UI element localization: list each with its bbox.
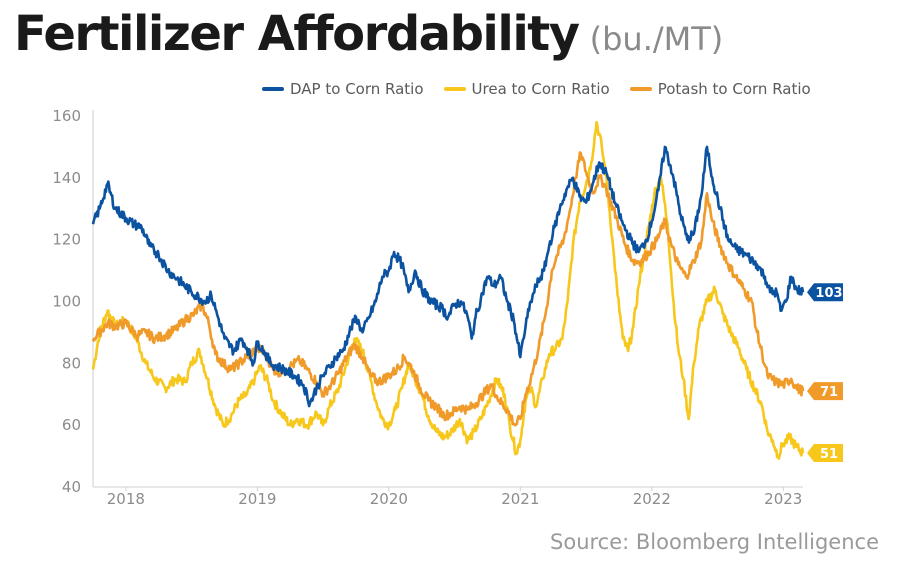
x-tick-label: 2021 [501, 490, 539, 508]
title-row: Fertilizer Affordability (bu./MT) [14, 6, 723, 62]
y-tick-label: 160 [52, 107, 81, 125]
legend-label-urea: Urea to Corn Ratio [471, 80, 610, 98]
y-tick-label: 40 [62, 478, 81, 496]
end-label-urea: 51 [820, 447, 838, 462]
source-note: Source: Bloomberg Intelligence [550, 530, 879, 554]
legend-label-dap: DAP to Corn Ratio [290, 80, 424, 98]
y-tick-label: 100 [52, 293, 81, 311]
chart-title: Fertilizer Affordability [14, 6, 580, 62]
end-label-bg-urea [807, 443, 843, 462]
y-tick-label: 80 [62, 354, 81, 372]
y-tick-label: 120 [52, 231, 81, 249]
y-tick-label: 140 [52, 169, 81, 187]
x-tick-label: 2020 [370, 490, 408, 508]
legend-item-dap: DAP to Corn Ratio [262, 80, 424, 98]
series-line-potash [91, 151, 805, 427]
series-line-urea [91, 120, 805, 460]
end-label-bg-dap [807, 283, 843, 302]
legend-item-urea: Urea to Corn Ratio [443, 80, 610, 98]
legend-swatch-urea [443, 87, 466, 91]
x-tick-label: 2019 [238, 490, 276, 508]
legend-label-potash: Potash to Corn Ratio [657, 80, 811, 98]
legend-swatch-potash [629, 87, 652, 91]
series-line-dap [91, 145, 805, 408]
x-tick-label: 2022 [633, 490, 671, 508]
legend-item-potash: Potash to Corn Ratio [629, 80, 811, 98]
legend: DAP to Corn Ratio Urea to Corn Ratio Pot… [262, 80, 811, 98]
end-label-dap: 103 [815, 286, 842, 301]
end-label-potash: 71 [820, 385, 838, 400]
y-tick-label: 60 [62, 416, 81, 434]
legend-swatch-dap [262, 87, 284, 91]
x-tick-label: 2023 [764, 490, 802, 508]
chart-subtitle: (bu./MT) [589, 20, 724, 58]
x-tick-label: 2018 [107, 490, 145, 508]
end-label-bg-potash [807, 382, 843, 401]
